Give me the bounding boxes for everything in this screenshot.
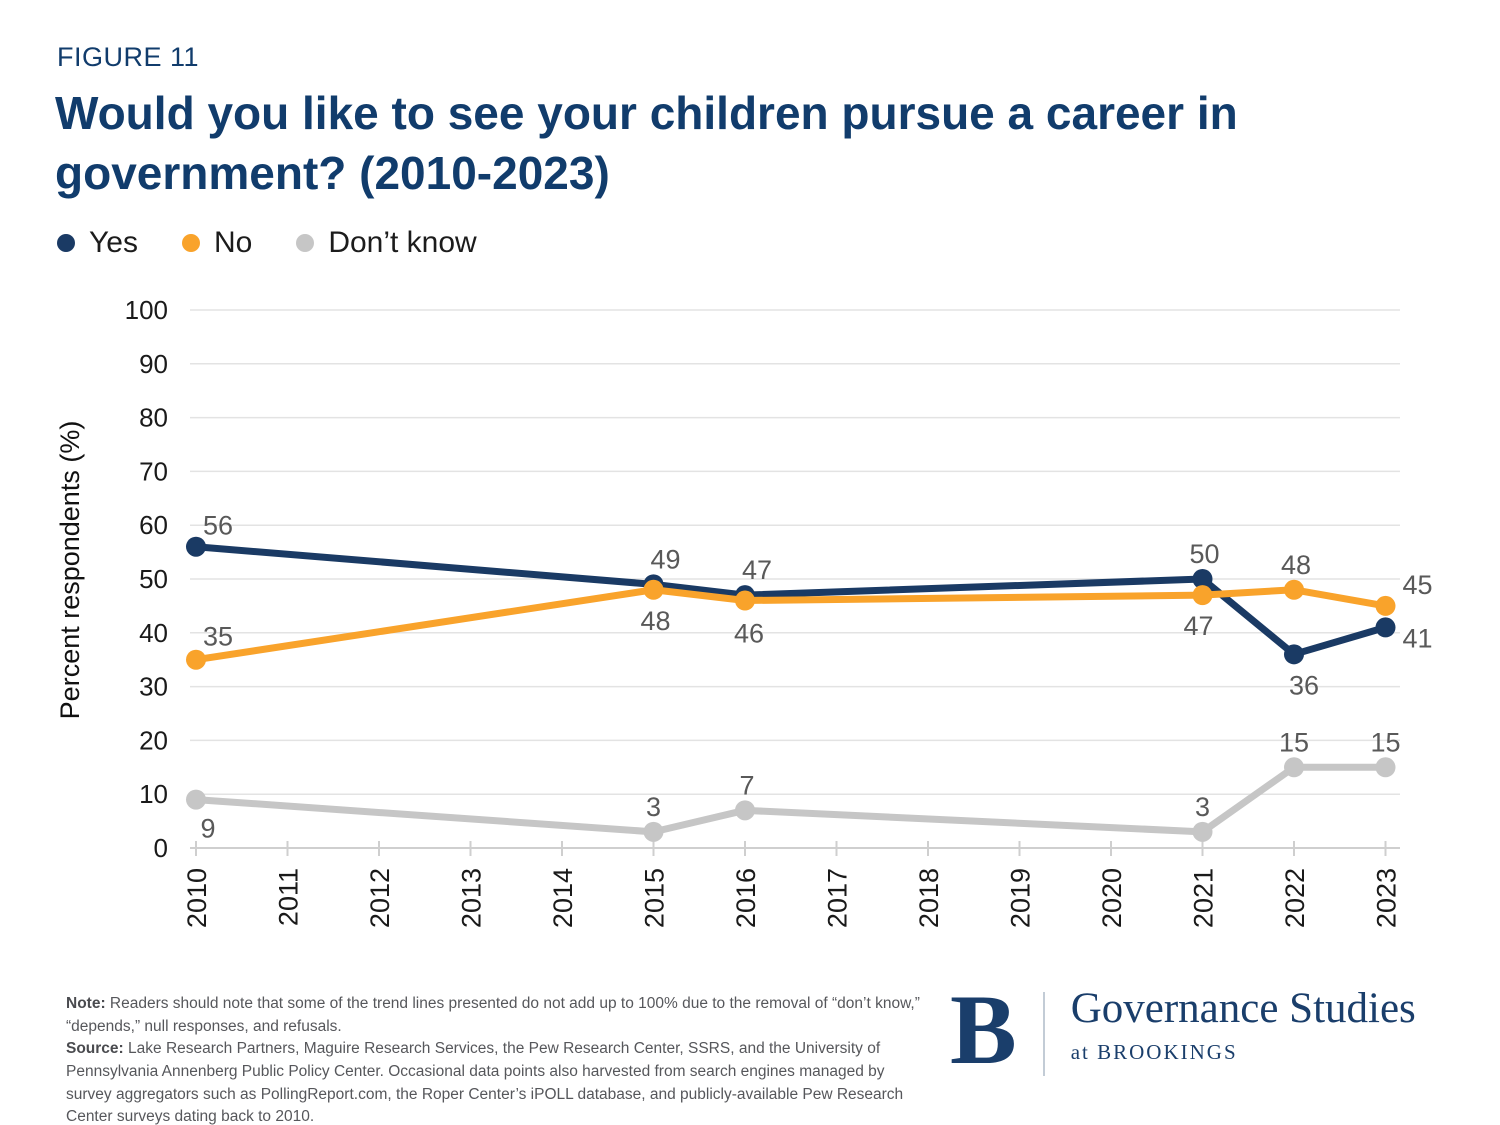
legend-dot-no-icon bbox=[181, 234, 200, 252]
data-point bbox=[1375, 595, 1396, 616]
y-tick-label: 30 bbox=[139, 672, 168, 702]
data-point bbox=[1192, 585, 1213, 606]
source-label: Source: bbox=[66, 1040, 124, 1058]
data-label: 15 bbox=[1279, 727, 1309, 757]
series-yes: 56 49 47 50 36 41 bbox=[186, 511, 1433, 700]
y-axis-tick-labels: 0 10 20 30 40 50 60 70 80 90 100 bbox=[125, 295, 168, 863]
series-don-t-know: 9 3 7 3 15 15 bbox=[186, 727, 1401, 844]
note-paragraph: Note: Readers should note that some of t… bbox=[66, 993, 928, 1038]
brookings-b-icon: B bbox=[950, 974, 1017, 1085]
y-tick-label: 20 bbox=[139, 725, 168, 755]
x-tick-label: 2017 bbox=[823, 868, 853, 928]
legend-dot-yes-icon bbox=[57, 234, 75, 252]
x-tick-label: 2022 bbox=[1280, 868, 1310, 928]
y-tick-label: 0 bbox=[154, 833, 168, 863]
data-label: 36 bbox=[1289, 670, 1319, 700]
data-point bbox=[643, 579, 664, 600]
data-point bbox=[735, 800, 755, 821]
data-label: 9 bbox=[200, 814, 215, 844]
x-tick-label: 2023 bbox=[1372, 868, 1402, 928]
legend-label-no: No bbox=[213, 226, 253, 259]
data-point bbox=[1284, 644, 1304, 665]
x-tick-label: 2020 bbox=[1097, 868, 1127, 928]
brookings-logo: B Governance Studies at BROOKINGS bbox=[950, 974, 1416, 1085]
legend-item-yes: Yes bbox=[57, 226, 138, 260]
data-label: 47 bbox=[742, 555, 772, 585]
legend-label-yes: Yes bbox=[89, 226, 138, 259]
x-tick-label: 2016 bbox=[731, 868, 761, 928]
data-label: 35 bbox=[203, 622, 233, 652]
logo-text: Governance Studies at BROOKINGS bbox=[1071, 984, 1416, 1065]
source-text: Lake Research Partners, Maguire Research… bbox=[66, 1040, 904, 1125]
y-tick-label: 50 bbox=[139, 564, 168, 594]
x-tick-label: 2014 bbox=[548, 868, 578, 928]
x-tick-label: 2013 bbox=[457, 868, 487, 928]
x-tick-label: 2010 bbox=[182, 868, 212, 928]
data-label: 7 bbox=[739, 770, 754, 800]
data-label: 56 bbox=[203, 511, 233, 541]
data-point bbox=[735, 590, 755, 611]
logo-at-brookings: at BROOKINGS bbox=[1070, 1040, 1238, 1065]
data-label: 15 bbox=[1370, 727, 1400, 757]
x-tick-label: 2021 bbox=[1189, 868, 1219, 928]
footnote: Note: Readers should note that some of t… bbox=[66, 993, 928, 1125]
data-point bbox=[1192, 569, 1213, 589]
grid-lines bbox=[190, 309, 1400, 849]
data-point bbox=[186, 789, 206, 810]
data-label: 45 bbox=[1402, 570, 1432, 600]
data-point bbox=[186, 649, 206, 670]
y-tick-label: 90 bbox=[139, 349, 168, 379]
series-line bbox=[192, 543, 1389, 658]
data-label: 49 bbox=[650, 544, 680, 574]
y-tick-label: 70 bbox=[139, 456, 168, 486]
y-tick-label: 10 bbox=[139, 779, 168, 809]
x-tick-label: 2011 bbox=[274, 868, 304, 926]
data-label: 3 bbox=[646, 792, 661, 822]
logo-governance-studies: Governance Studies bbox=[1070, 985, 1416, 1032]
data-label: 47 bbox=[1183, 611, 1213, 641]
legend-item-no: No bbox=[181, 226, 253, 260]
series-no: 35 48 46 47 48 45 bbox=[186, 550, 1433, 670]
y-tick-label: 40 bbox=[139, 618, 168, 648]
y-tick-label: 80 bbox=[139, 403, 168, 433]
data-point bbox=[1375, 757, 1396, 778]
x-tick-label: 2015 bbox=[640, 868, 670, 928]
data-label: 46 bbox=[734, 619, 764, 649]
logo-divider bbox=[1042, 992, 1045, 1076]
y-tick-label: 100 bbox=[125, 295, 168, 325]
data-point bbox=[1192, 821, 1213, 842]
data-label: 48 bbox=[640, 606, 670, 636]
x-tick-label: 2018 bbox=[914, 868, 944, 928]
data-label: 48 bbox=[1281, 550, 1311, 580]
note-label: Note: bbox=[66, 995, 106, 1012]
data-point bbox=[186, 536, 206, 557]
y-tick-label: 60 bbox=[139, 510, 168, 540]
data-point bbox=[643, 821, 664, 842]
legend-label-dont-know: Don’t know bbox=[328, 226, 477, 259]
x-tick-label: 2012 bbox=[365, 868, 395, 928]
x-tick-label: 2019 bbox=[1006, 868, 1036, 928]
page-title: Would you like to see your children purs… bbox=[55, 87, 1238, 199]
data-label: 50 bbox=[1189, 539, 1219, 569]
series-line bbox=[192, 763, 1389, 836]
note-text: Readers should note that some of the tre… bbox=[66, 995, 920, 1035]
chart-legend: Yes No Don’t know bbox=[57, 226, 477, 260]
y-axis-title: Percent respondents (%) bbox=[55, 421, 85, 720]
legend-item-dont-know: Don’t know bbox=[296, 226, 477, 260]
x-axis: 2010 2011 2012 2013 2014 2015 2016 2017 2018 2019… bbox=[182, 841, 1402, 928]
figure-number-label: FIGURE 11 bbox=[57, 42, 200, 72]
data-point bbox=[1375, 617, 1396, 638]
data-label: 3 bbox=[1195, 792, 1210, 822]
data-point bbox=[1284, 757, 1304, 778]
source-paragraph: Source: Lake Research Partners, Maguire … bbox=[66, 1038, 928, 1125]
legend-dot-dont-know-icon bbox=[296, 234, 315, 252]
data-label: 41 bbox=[1402, 623, 1432, 653]
series-line bbox=[192, 586, 1389, 664]
data-point bbox=[1284, 579, 1304, 600]
line-chart: 0 10 20 30 40 50 60 70 80 90 100 Percent respondent… bbox=[55, 295, 1433, 928]
